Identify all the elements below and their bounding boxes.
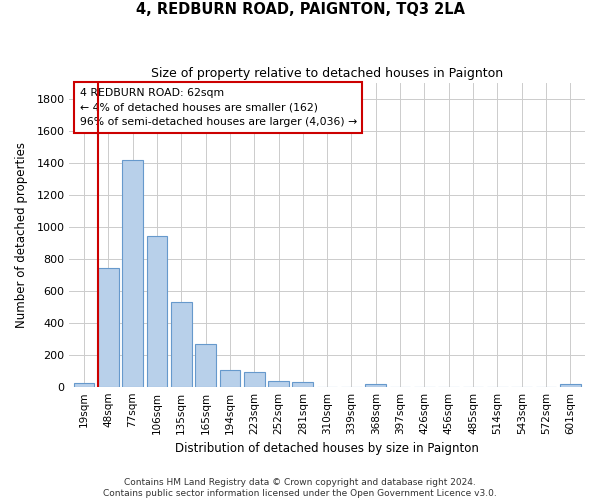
Text: Contains HM Land Registry data © Crown copyright and database right 2024.
Contai: Contains HM Land Registry data © Crown c… <box>103 478 497 498</box>
X-axis label: Distribution of detached houses by size in Paignton: Distribution of detached houses by size … <box>175 442 479 455</box>
Bar <box>171 302 191 386</box>
Text: 4 REDBURN ROAD: 62sqm
← 4% of detached houses are smaller (162)
96% of semi-deta: 4 REDBURN ROAD: 62sqm ← 4% of detached h… <box>80 88 357 127</box>
Y-axis label: Number of detached properties: Number of detached properties <box>15 142 28 328</box>
Bar <box>268 380 289 386</box>
Bar <box>220 370 240 386</box>
Bar <box>122 160 143 386</box>
Bar <box>560 384 581 386</box>
Title: Size of property relative to detached houses in Paignton: Size of property relative to detached ho… <box>151 68 503 80</box>
Bar <box>292 382 313 386</box>
Bar <box>195 344 216 387</box>
Bar <box>146 236 167 386</box>
Bar <box>365 384 386 386</box>
Text: 4, REDBURN ROAD, PAIGNTON, TQ3 2LA: 4, REDBURN ROAD, PAIGNTON, TQ3 2LA <box>136 2 464 18</box>
Bar <box>98 268 119 386</box>
Bar <box>74 384 94 386</box>
Bar <box>244 372 265 386</box>
